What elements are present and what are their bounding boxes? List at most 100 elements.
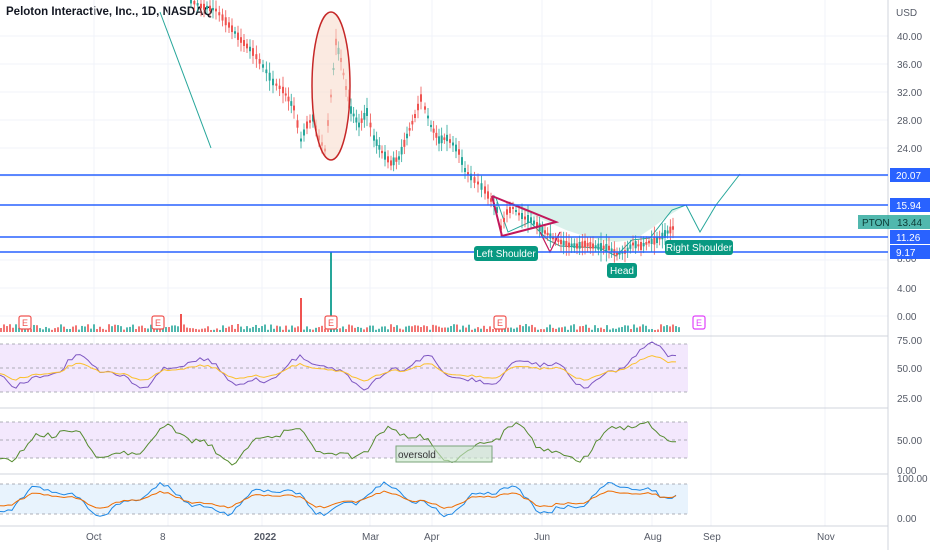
volume-bar <box>426 326 428 332</box>
svg-text:13.44: 13.44 <box>897 218 922 229</box>
svg-text:Left Shoulder: Left Shoulder <box>476 249 536 260</box>
stoch-rsi-tick: 0.00 <box>897 466 917 477</box>
price-axis: USD 40.00 36.00 32.00 28.00 24.00 8.00 4.00 0.0… <box>896 8 922 323</box>
candle <box>605 243 608 252</box>
earnings-marker[interactable] <box>151 315 165 330</box>
volume-bar <box>564 326 566 332</box>
oversold-annotation: oversold <box>395 445 493 463</box>
volume-bar <box>228 326 230 332</box>
volume-bar <box>192 328 194 332</box>
candle <box>455 144 457 152</box>
candle <box>435 132 438 138</box>
candle <box>600 243 602 251</box>
candle <box>190 0 192 4</box>
earnings-marker[interactable] <box>493 315 507 330</box>
earnings-marker[interactable] <box>18 315 32 330</box>
candle <box>549 233 552 239</box>
volume-bar <box>516 327 518 332</box>
volume-bar <box>489 326 491 332</box>
volume-bar <box>105 329 107 332</box>
volume-bar <box>585 324 587 332</box>
candle <box>352 113 355 117</box>
candle <box>252 48 254 56</box>
volume-bar <box>624 325 626 332</box>
candle <box>602 245 605 250</box>
earnings-marker[interactable] <box>324 315 338 330</box>
volume-bar <box>306 326 308 332</box>
volume-bar <box>303 329 305 332</box>
candle <box>546 232 549 236</box>
volume-bar <box>183 324 185 332</box>
volume-bar <box>408 325 410 332</box>
volume-bar <box>477 327 479 332</box>
candle <box>576 243 578 249</box>
candle <box>363 112 366 120</box>
candle <box>355 117 358 123</box>
volume-bar <box>342 326 344 332</box>
price-tick: 28.00 <box>897 116 922 127</box>
highlight-oval[interactable] <box>311 11 351 161</box>
earnings-marker[interactable] <box>692 315 706 330</box>
svg-text:Right Shoulder: Right Shoulder <box>666 243 733 254</box>
volume-bar <box>651 328 653 332</box>
volume-bar <box>267 329 269 332</box>
volume-bar <box>252 326 254 332</box>
candle <box>648 240 650 244</box>
volume-bar <box>60 324 62 332</box>
indicator-axis: 75.00 50.00 25.00 50.00 0.00 100.00 0.00 <box>897 336 928 525</box>
candle <box>512 206 514 210</box>
candle <box>608 245 610 251</box>
volume-bar <box>417 325 419 332</box>
volume-bar <box>657 329 659 332</box>
candle <box>358 122 360 128</box>
volume-bar <box>438 326 440 332</box>
candle <box>366 108 368 116</box>
candle <box>570 243 573 248</box>
candle <box>449 139 451 143</box>
volume-bar <box>234 328 236 332</box>
trend-line[interactable] <box>159 11 212 149</box>
volume-bar <box>135 329 137 332</box>
volume-bar <box>567 329 569 332</box>
volume-bar <box>258 328 260 332</box>
indicator-line <box>0 481 677 518</box>
candle <box>581 241 584 248</box>
volume-bar <box>78 329 80 332</box>
volume-bar <box>174 325 176 332</box>
candle <box>443 137 446 140</box>
volume-bar <box>336 329 338 332</box>
volume-bar <box>543 329 545 332</box>
horizontal-levels[interactable] <box>0 174 888 253</box>
volume-bar <box>513 328 515 332</box>
candle <box>296 120 299 128</box>
volume-bar <box>423 325 425 332</box>
volume-bar <box>666 325 668 332</box>
pattern-outline[interactable] <box>495 173 741 257</box>
candle <box>262 64 264 68</box>
volume-bar <box>99 326 101 332</box>
volume-bar <box>96 329 98 332</box>
volume-bar <box>249 328 251 332</box>
candle <box>196 3 199 6</box>
candle <box>395 157 398 162</box>
triangle-pattern[interactable] <box>491 195 560 238</box>
candle <box>552 236 554 240</box>
earnings-letter: E <box>497 318 503 328</box>
candle <box>309 120 311 123</box>
volume-bar <box>351 325 353 332</box>
candle <box>640 242 642 250</box>
level-badge <box>890 230 930 244</box>
volume-bar <box>198 329 200 332</box>
volume-bar <box>63 326 65 332</box>
volume-bar <box>150 324 152 332</box>
rsi-tick: 25.00 <box>897 394 922 405</box>
volume-bar <box>546 327 548 332</box>
candle <box>272 78 274 86</box>
candle <box>562 240 565 246</box>
candle <box>398 156 400 160</box>
candle <box>629 244 632 249</box>
time-axis: Oct 8 2022 Mar Apr Jun Aug Sep Nov <box>86 532 835 543</box>
volume-bar <box>573 324 575 332</box>
